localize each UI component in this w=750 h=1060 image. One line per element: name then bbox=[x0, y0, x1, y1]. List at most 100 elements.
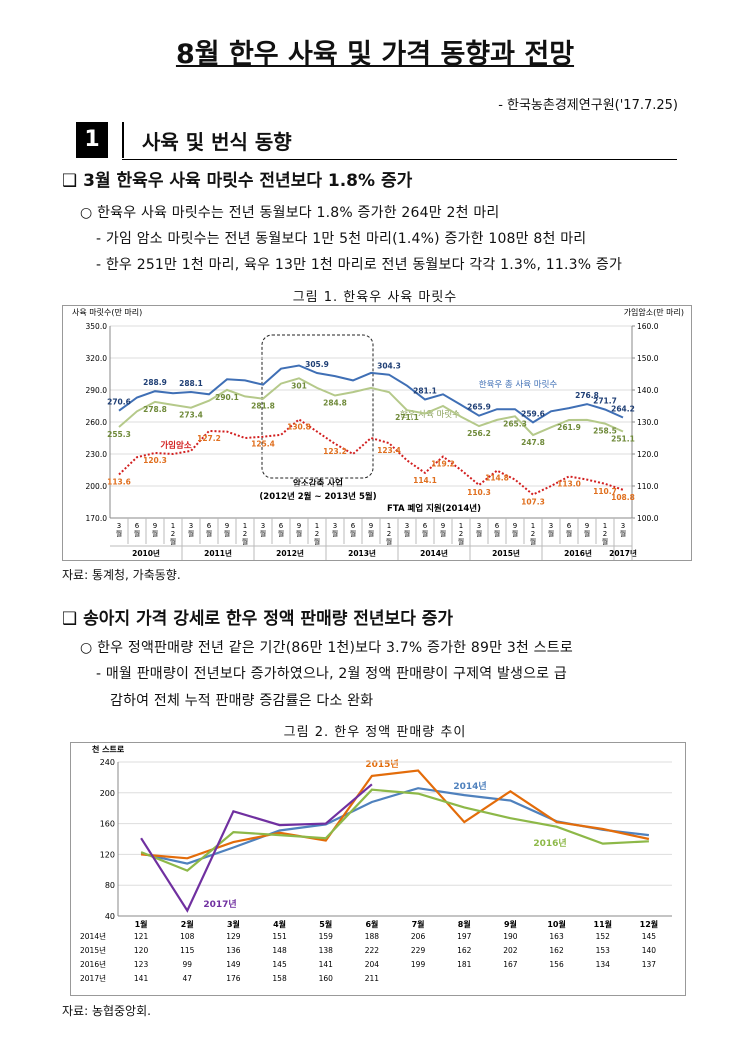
x-tick-label: 8월 bbox=[458, 919, 471, 929]
annotation: FTA 폐업 지원(2014년) bbox=[387, 503, 481, 514]
table-cell: 199 bbox=[411, 960, 426, 969]
y2-tick-label: 140.0 bbox=[637, 386, 659, 395]
x-tick-label: 3월 bbox=[187, 522, 195, 537]
value-label: 281.1 bbox=[413, 386, 437, 395]
chart: 사육 마릿수(만 마리) 가임암소(만 마리) 암소감축 사업 (2012년 2… bbox=[62, 305, 692, 561]
table-cell: 148 bbox=[272, 946, 287, 955]
table-cell: 137 bbox=[642, 960, 657, 969]
chart: 천 스트로 2015년 2014년 2016년 2017년 40 80 120 160… bbox=[70, 742, 686, 996]
table-cell: 120 bbox=[134, 946, 149, 955]
table-cell: 145 bbox=[272, 960, 287, 969]
table-cell: 108 bbox=[180, 932, 195, 941]
series-line bbox=[118, 377, 624, 437]
y2-tick-label: 110.0 bbox=[637, 482, 659, 491]
x-tick-label: 9월 bbox=[367, 522, 375, 537]
section-title: 사육 및 번식 동향 bbox=[142, 130, 292, 154]
source-note: 자료: 농협중앙회. bbox=[62, 1004, 151, 1018]
value-label: 114.1 bbox=[413, 476, 437, 485]
value-label: 261.9 bbox=[557, 423, 581, 432]
x-tick-label: 9월 bbox=[295, 522, 303, 537]
y2-tick-label: 100.0 bbox=[637, 514, 659, 523]
value-label: 271.7 bbox=[593, 397, 617, 406]
x-tick-label: 7월 bbox=[412, 919, 425, 929]
value-label: 271.1 bbox=[395, 413, 419, 422]
table-cell: 134 bbox=[596, 960, 611, 969]
table-cell: 99 bbox=[182, 960, 192, 969]
table-cell: 156 bbox=[549, 960, 564, 969]
x-tick-label: 2월 bbox=[181, 919, 194, 929]
value-label: 108.8 bbox=[611, 493, 635, 502]
table-cell: 145 bbox=[642, 932, 657, 941]
series-line bbox=[118, 418, 624, 496]
x-tick-label: 9월 bbox=[439, 522, 447, 537]
annotation: 암소감축 사업 bbox=[293, 478, 343, 489]
x-tick-label: 3월 bbox=[227, 919, 240, 929]
y-axis-title: 사육 마릿수(만 마리) bbox=[72, 307, 142, 317]
bullet: - 한우 251만 1천 마리, 육우 13만 1천 마리로 전년 동월보다 각… bbox=[96, 257, 623, 273]
series-label: 한육우 총 사육 마릿수 bbox=[479, 379, 558, 390]
value-label: 113.6 bbox=[107, 477, 131, 486]
table-cell: 190 bbox=[503, 932, 518, 941]
table-row-label: 2015년 bbox=[80, 945, 106, 955]
caption: 그림 1. 한육우 사육 마릿수 bbox=[292, 290, 458, 305]
x-tick-label: 3월 bbox=[259, 522, 267, 537]
table-cell: 152 bbox=[596, 932, 611, 941]
value-label: 301 bbox=[291, 381, 307, 390]
value-label: 251.1 bbox=[611, 434, 635, 443]
table-cell: 158 bbox=[272, 974, 287, 983]
y-tick-label: 320.0 bbox=[86, 354, 108, 363]
value-label: 264.2 bbox=[611, 405, 635, 414]
x-tick-label: 6월 bbox=[493, 522, 501, 537]
table-cell: 138 bbox=[319, 946, 334, 955]
bullet: - 가임 암소 마릿수는 전년 동월보다 1만 5천 마리(1.4%) 증가한 … bbox=[96, 231, 587, 247]
x-tick-label: 12월 bbox=[169, 522, 177, 545]
value-label: 304.3 bbox=[377, 362, 401, 371]
y-tick-label: 80 bbox=[105, 881, 115, 890]
x-tick-label: 6월 bbox=[421, 522, 429, 537]
value-label: 255.3 bbox=[107, 430, 131, 439]
x-tick-label: 9월 bbox=[511, 522, 519, 537]
series-label: 2017년 bbox=[203, 898, 236, 910]
x-tick-label: 12월 bbox=[241, 522, 249, 545]
value-label: 259.6 bbox=[521, 409, 545, 418]
value-label: 278.8 bbox=[143, 405, 167, 414]
value-label: 288.1 bbox=[179, 379, 203, 388]
series-line bbox=[141, 769, 650, 860]
x-tick-label: 9월 bbox=[151, 522, 159, 537]
table-cell: 149 bbox=[226, 960, 241, 969]
table-cell: 123 bbox=[134, 960, 149, 969]
value-label: 123.2 bbox=[323, 447, 347, 456]
x-tick-label: 6월 bbox=[565, 522, 573, 537]
value-label: 284.8 bbox=[323, 399, 347, 408]
source-note: 자료: 통계청, 가축동향. bbox=[62, 568, 181, 582]
heading: ❑ 3월 한육우 사육 마릿수 전년보다 1.8% 증가 bbox=[62, 171, 413, 191]
table-cell: 141 bbox=[319, 960, 334, 969]
x-tick-label: 3월 bbox=[403, 522, 411, 537]
value-label: 125.4 bbox=[251, 440, 275, 449]
x-group-label: 2014년 bbox=[420, 548, 448, 558]
x-group-label: 2010년 bbox=[132, 548, 160, 558]
annotation: (2012년 2월 ~ 2013년 5월) bbox=[259, 491, 376, 502]
bullet: ○ 한우 정액판매량 전년 같은 기간(86만 1천)보다 3.7% 증가한 8… bbox=[80, 640, 573, 656]
table-cell: 140 bbox=[642, 946, 657, 955]
x-tick-label: 6월 bbox=[277, 522, 285, 537]
y-tick-label: 240 bbox=[100, 758, 115, 767]
table-cell: 159 bbox=[319, 932, 334, 941]
y2-tick-label: 130.0 bbox=[637, 418, 659, 427]
x-tick-label: 9월 bbox=[223, 522, 231, 537]
table-cell: 162 bbox=[457, 946, 472, 955]
table-cell: 160 bbox=[319, 974, 334, 983]
x-group-label: 2016년 bbox=[564, 548, 592, 558]
x-group-label: 2013년 bbox=[348, 548, 376, 558]
table-cell: 211 bbox=[365, 974, 380, 983]
table-cell: 229 bbox=[411, 946, 426, 955]
value-label: 265.3 bbox=[503, 419, 527, 428]
section-rule bbox=[122, 159, 677, 160]
value-label: 256.2 bbox=[467, 429, 491, 438]
table-cell: 141 bbox=[134, 974, 149, 983]
y-tick-label: 170.0 bbox=[86, 514, 108, 523]
x-tick-label: 6월 bbox=[365, 919, 378, 929]
x-tick-label: 10월 bbox=[547, 919, 566, 929]
series-line bbox=[118, 364, 624, 424]
y-tick-label: 200 bbox=[100, 789, 115, 798]
